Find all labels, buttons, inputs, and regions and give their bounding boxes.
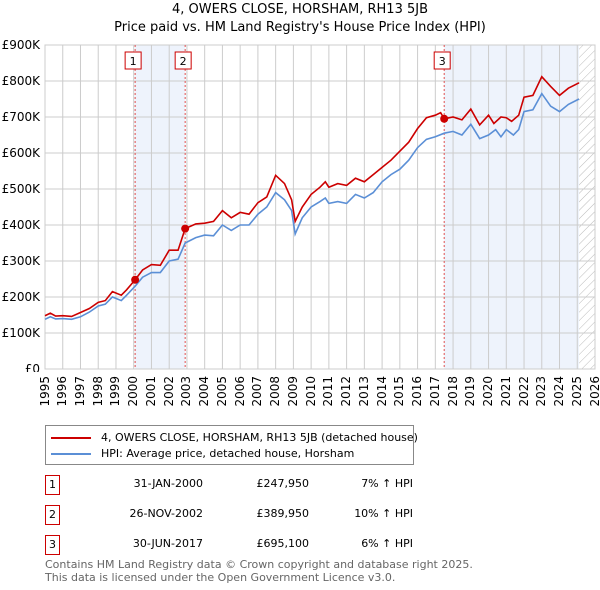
x-tick-label: 2020 xyxy=(481,376,496,407)
footer-licence: This data is licensed under the Open Gov… xyxy=(45,571,396,584)
y-tick-label: £700K xyxy=(2,110,42,124)
legend-swatch-hpi xyxy=(51,453,91,455)
x-tick-label: 2018 xyxy=(445,376,460,407)
sale-hpi-diff: 10% ↑ HPI xyxy=(354,507,413,520)
series-line xyxy=(44,75,580,318)
x-tick-label: 2012 xyxy=(339,376,354,407)
sale-point xyxy=(131,275,140,284)
sale-marker-badge: 1 xyxy=(45,475,60,495)
legend-label-property: 4, OWERS CLOSE, HORSHAM, RH13 5JB (detac… xyxy=(101,431,418,444)
sale-row: 3 30-JUN-2017 £695,100 6% ↑ HPI xyxy=(45,535,445,555)
x-tick-label: 2008 xyxy=(268,376,283,407)
x-tick-label: 2022 xyxy=(516,376,531,407)
x-tick-label: 2006 xyxy=(232,376,247,407)
sale-label-box xyxy=(174,51,192,70)
legend-swatch-property xyxy=(51,437,91,439)
plot-frame xyxy=(44,44,596,370)
x-tick-label: 2011 xyxy=(321,376,336,407)
chart-title: 4, OWERS CLOSE, HORSHAM, RH13 5JB xyxy=(171,2,429,17)
sale-hpi-diff: 7% ↑ HPI xyxy=(361,477,413,490)
x-tick-label: 2015 xyxy=(392,376,407,407)
x-tick-label: 2010 xyxy=(303,376,318,407)
footer-copyright: Contains HM Land Registry data © Crown c… xyxy=(45,558,473,571)
sale-marker-badge: 2 xyxy=(45,505,60,525)
price-chart: £0 £100K £200K £300K £400K £500K £600K £700K £80… xyxy=(2,38,596,372)
x-tick-label: 2004 xyxy=(197,376,212,407)
sale-label-box xyxy=(124,51,142,70)
sale-point xyxy=(181,224,190,233)
sale-price: £695,100 xyxy=(256,537,310,550)
x-tick-label: 2001 xyxy=(143,376,158,407)
x-tick-label: 2025 xyxy=(569,376,584,407)
sale-label: 2 xyxy=(180,55,187,68)
sale-date: 26-NOV-2002 xyxy=(129,507,203,520)
y-tick-label: £0 xyxy=(25,362,40,372)
sale-label-box xyxy=(433,51,451,70)
x-tick-label: 2014 xyxy=(374,376,389,407)
x-tick-label: 2024 xyxy=(552,376,567,407)
y-tick-label: £500K xyxy=(2,182,42,196)
x-tick-label: 2013 xyxy=(356,376,371,407)
forecast-hatch xyxy=(579,45,595,369)
x-tick-label: 1996 xyxy=(55,376,70,407)
sale-price: £389,950 xyxy=(256,507,310,520)
x-tick-label: 2003 xyxy=(179,376,194,407)
y-tick-label: £400K xyxy=(2,218,42,232)
legend-label-hpi: HPI: Average price, detached house, Hors… xyxy=(101,447,355,460)
y-tick-label: £900K xyxy=(2,38,42,52)
x-tick-label: 2007 xyxy=(250,376,265,407)
sale-marker-badge: 3 xyxy=(45,535,60,555)
sale-date: 31-JAN-2000 xyxy=(133,477,203,490)
x-tick-label: 2005 xyxy=(214,376,229,407)
sale-date: 30-JUN-2017 xyxy=(132,537,203,550)
x-tick-label: 2021 xyxy=(498,376,513,407)
shaded-period xyxy=(444,45,580,369)
x-tick-label: 1995 xyxy=(37,376,52,407)
x-tick-label: 2002 xyxy=(161,376,176,407)
sale-price: £247,950 xyxy=(256,477,310,490)
chart-subtitle: Price paid vs. HM Land Registry's House … xyxy=(114,20,486,35)
sale-label: 3 xyxy=(439,55,446,68)
x-tick-label: 2023 xyxy=(534,376,549,407)
y-tick-label: £100K xyxy=(2,326,42,340)
x-tick-label: 2000 xyxy=(126,376,141,407)
shaded-period xyxy=(135,45,186,369)
x-tick-label: 1998 xyxy=(90,376,105,407)
y-tick-label: £300K xyxy=(2,254,42,268)
x-tick-label: 2019 xyxy=(463,376,478,407)
sale-hpi-diff: 6% ↑ HPI xyxy=(361,537,413,550)
series-line xyxy=(44,92,580,321)
sale-label: 1 xyxy=(130,55,137,68)
y-tick-label: £200K xyxy=(2,290,42,304)
x-tick-label: 1997 xyxy=(72,376,87,407)
sale-row: 1 31-JAN-2000 £247,950 7% ↑ HPI xyxy=(45,475,445,495)
sale-point xyxy=(440,114,449,123)
x-tick-label: 2016 xyxy=(410,376,425,407)
y-tick-label: £800K xyxy=(2,74,42,88)
x-tick-label: 2017 xyxy=(427,376,442,407)
x-tick-label: 2026 xyxy=(587,376,600,407)
legend: 4, OWERS CLOSE, HORSHAM, RH13 5JB (detac… xyxy=(45,425,418,465)
x-tick-label: 2009 xyxy=(285,376,300,407)
sale-row: 2 26-NOV-2002 £389,950 10% ↑ HPI xyxy=(45,505,445,525)
footer: Contains HM Land Registry data © Crown c… xyxy=(45,558,473,584)
x-tick-label: 1999 xyxy=(108,376,123,407)
y-tick-label: £600K xyxy=(2,146,42,160)
